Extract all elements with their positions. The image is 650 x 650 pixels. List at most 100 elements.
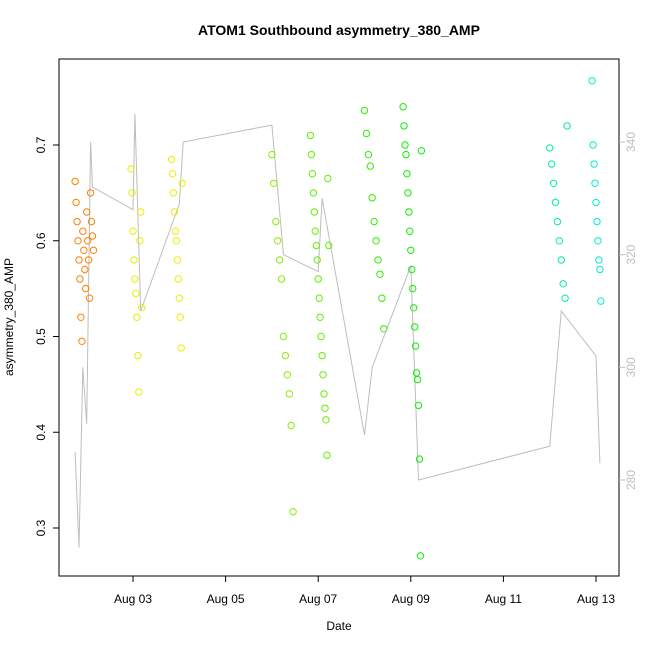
data-point xyxy=(376,270,384,278)
data-point xyxy=(590,160,598,168)
data-point xyxy=(270,179,278,188)
data-point xyxy=(80,246,88,255)
data-point xyxy=(405,208,413,216)
data-point xyxy=(404,189,412,197)
series-3 xyxy=(167,155,186,352)
data-point xyxy=(172,237,181,245)
data-point xyxy=(135,388,143,396)
data-point xyxy=(136,237,144,245)
series-5 xyxy=(306,131,333,459)
data-point xyxy=(175,294,184,302)
data-point xyxy=(312,241,320,250)
data-point xyxy=(315,294,323,302)
data-point xyxy=(307,150,316,159)
data-point xyxy=(272,217,280,226)
data-point xyxy=(593,217,601,226)
data-point xyxy=(84,256,93,264)
data-point xyxy=(174,275,183,283)
data-point xyxy=(402,150,410,159)
data-point xyxy=(321,404,329,412)
data-point xyxy=(277,275,286,283)
data-point xyxy=(411,342,420,350)
data-point xyxy=(416,552,425,560)
data-point xyxy=(72,198,80,207)
x-tick-label: Aug 09 xyxy=(392,592,430,606)
x-tick-label: Aug 03 xyxy=(114,592,152,606)
data-point xyxy=(310,208,318,216)
chart-title: ATOM1 Southbound asymmetry_380_AMP xyxy=(198,22,480,38)
data-point xyxy=(311,227,319,235)
data-point xyxy=(85,294,94,302)
data-point xyxy=(563,122,571,130)
x-axis: Aug 03 Aug 05 Aug 07 Aug 09 Aug 11 Aug 13 xyxy=(114,576,615,606)
data-point xyxy=(407,246,415,255)
data-point xyxy=(83,208,91,216)
data-point xyxy=(78,337,86,345)
data-point xyxy=(75,256,83,264)
y-right-tick-label: 300 xyxy=(624,357,638,377)
data-point xyxy=(413,375,422,384)
y-tick-label: 0.3 xyxy=(34,519,48,536)
data-point xyxy=(403,170,411,178)
data-point xyxy=(417,147,426,155)
data-point xyxy=(366,162,374,170)
data-point xyxy=(86,189,95,197)
y-right-tick-label: 340 xyxy=(624,132,638,152)
data-point xyxy=(77,313,85,321)
y-right-tick-label: 320 xyxy=(624,244,638,264)
data-point xyxy=(406,227,414,235)
data-point xyxy=(306,131,315,140)
data-point xyxy=(82,284,90,293)
data-point xyxy=(128,189,136,197)
data-point xyxy=(547,160,556,168)
y-axis-label: asymmetry_380_AMP xyxy=(2,258,16,376)
data-point xyxy=(173,256,182,264)
data-point xyxy=(370,217,378,226)
data-point xyxy=(283,371,291,379)
data-point xyxy=(88,232,97,240)
data-point xyxy=(374,256,382,264)
data-point xyxy=(362,129,371,138)
series-6 xyxy=(360,106,388,333)
series-1 xyxy=(71,177,98,345)
x-axis-label: Date xyxy=(326,619,352,633)
data-point xyxy=(268,150,276,159)
data-point xyxy=(325,241,333,250)
data-point xyxy=(546,144,554,152)
secondary-series-line xyxy=(74,113,601,548)
series-7 xyxy=(399,103,426,560)
data-point xyxy=(588,77,596,85)
data-point xyxy=(76,275,84,283)
data-point xyxy=(591,179,599,188)
data-point xyxy=(595,256,603,264)
secondary-series xyxy=(74,113,601,548)
data-point xyxy=(74,237,82,245)
data-point xyxy=(171,227,180,235)
data-point xyxy=(134,351,142,360)
data-point xyxy=(559,280,567,288)
data-point xyxy=(317,332,325,341)
data-point xyxy=(324,174,332,183)
data-point xyxy=(309,189,318,197)
data-point xyxy=(378,294,386,302)
x-tick-label: Aug 05 xyxy=(207,592,245,606)
data-point xyxy=(368,194,376,202)
data-point xyxy=(415,455,424,463)
series-4 xyxy=(268,150,297,516)
data-point xyxy=(399,103,407,111)
data-point xyxy=(400,122,408,130)
data-point xyxy=(364,150,373,159)
y-axis: 0.3 0.4 0.5 0.6 0.7 xyxy=(34,136,59,536)
data-point xyxy=(287,421,295,430)
data-point xyxy=(318,351,326,360)
data-point xyxy=(411,323,419,331)
data-point xyxy=(87,217,96,226)
y-tick-label: 0.6 xyxy=(34,232,48,249)
data-point xyxy=(314,275,322,283)
y-axis-right: 280 300 320 340 xyxy=(619,132,638,490)
data-point xyxy=(557,256,565,264)
data-point xyxy=(323,451,331,459)
data-point xyxy=(178,179,186,188)
data-point xyxy=(138,304,146,312)
